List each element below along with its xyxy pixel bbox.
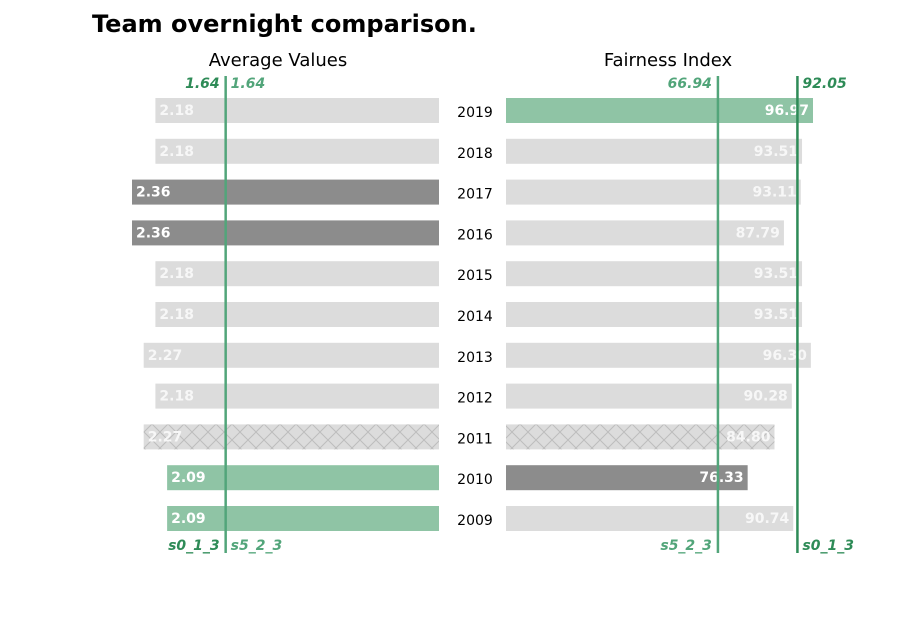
year-label-2014: 2014 xyxy=(457,309,493,325)
left-bar-2016 xyxy=(132,220,439,246)
year-label-2013: 2013 xyxy=(457,350,493,366)
chart-title: Team overnight comparison. xyxy=(92,10,477,38)
right-bar-2010 xyxy=(506,465,748,491)
year-label-2010: 2010 xyxy=(457,472,493,488)
right-bar-2016 xyxy=(506,220,784,246)
right-bar-2009 xyxy=(506,506,794,531)
left-bar-2013 xyxy=(143,342,439,368)
right-panel-title: Fairness Index xyxy=(604,50,733,71)
left-value-label-2013: 2.27 xyxy=(148,348,183,364)
left-value-label-2009: 2.09 xyxy=(171,511,206,527)
left-bar-2009 xyxy=(167,506,440,531)
left-bar-2019 xyxy=(155,98,439,123)
left-value-label-2015: 2.18 xyxy=(159,266,194,282)
left-bar-2018 xyxy=(155,138,439,164)
left-bar-2011 xyxy=(143,424,439,450)
right-ref-value-s5_2_3: 66.94 xyxy=(668,76,712,92)
right-ref-value-s0_1_3: 92.05 xyxy=(802,76,847,92)
right-value-label-2017: 93.11 xyxy=(752,185,796,201)
left-panel-title: Average Values xyxy=(209,50,347,71)
left-bar-2010 xyxy=(167,465,440,491)
left-bar-2014 xyxy=(155,302,439,327)
left-value-label-2014: 2.18 xyxy=(159,307,194,323)
right-bar-2015 xyxy=(506,261,803,287)
left-ref-name-s5_2_3: s5_2_3 xyxy=(231,538,283,554)
right-bar-2014 xyxy=(506,302,803,327)
year-label-2016: 2016 xyxy=(457,227,493,243)
year-label-2017: 2017 xyxy=(457,187,493,203)
year-label-2009: 2009 xyxy=(457,513,493,529)
right-value-label-2019: 96.97 xyxy=(765,103,809,119)
left-value-label-2018: 2.18 xyxy=(159,144,194,160)
left-bar-2015 xyxy=(155,261,439,287)
left-ref-name-s0_1_3: s0_1_3 xyxy=(168,538,220,554)
left-value-label-2019: 2.18 xyxy=(159,103,194,119)
right-value-label-2015: 93.51 xyxy=(754,266,798,282)
left-value-label-2010: 2.09 xyxy=(171,470,206,486)
right-value-label-2010: 76.33 xyxy=(699,470,743,486)
right-value-label-2011: 84.80 xyxy=(726,429,771,445)
left-value-label-2011: 2.27 xyxy=(148,429,183,445)
right-ref-name-s5_2_3: s5_2_3 xyxy=(660,538,712,554)
right-value-label-2016: 87.79 xyxy=(736,225,780,241)
right-bar-2019 xyxy=(506,98,813,123)
year-label-2015: 2015 xyxy=(457,268,493,284)
right-bar-2018 xyxy=(506,138,803,164)
year-label-2012: 2012 xyxy=(457,391,493,407)
left-bar-2012 xyxy=(155,383,439,409)
right-ref-name-s0_1_3: s0_1_3 xyxy=(802,538,854,554)
right-value-label-2013: 96.30 xyxy=(763,348,808,364)
right-bar-2011 xyxy=(506,424,775,450)
left-value-label-2012: 2.18 xyxy=(159,389,194,405)
right-value-label-2018: 93.51 xyxy=(754,144,798,160)
left-bar-2017 xyxy=(132,179,439,205)
right-value-label-2009: 90.74 xyxy=(745,511,790,527)
left-value-label-2016: 2.36 xyxy=(136,225,171,241)
right-bar-2012 xyxy=(506,383,792,409)
year-label-2018: 2018 xyxy=(457,146,493,162)
year-label-2011: 2011 xyxy=(457,431,493,447)
right-value-label-2014: 93.51 xyxy=(754,307,798,323)
left-ref-value-s0_1_3: 1.64 xyxy=(185,76,220,92)
right-bar-2013 xyxy=(506,342,811,368)
left-value-label-2017: 2.36 xyxy=(136,185,171,201)
right-value-label-2012: 90.28 xyxy=(744,389,788,405)
left-ref-value-s5_2_3: 1.64 xyxy=(231,76,266,92)
year-label-2019: 2019 xyxy=(457,105,493,121)
right-bar-2017 xyxy=(506,179,801,205)
